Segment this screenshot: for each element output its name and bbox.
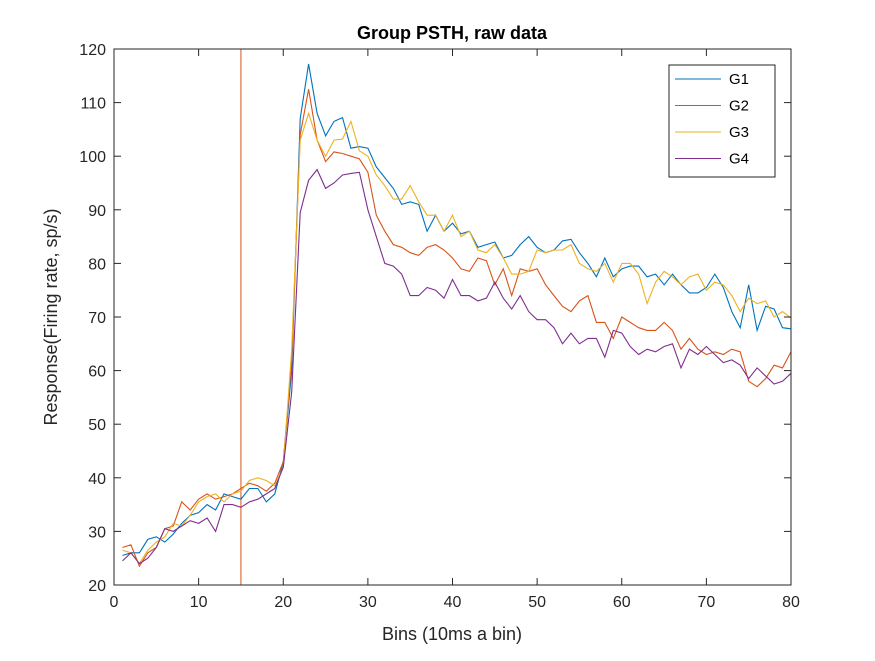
series-layer — [122, 63, 792, 568]
legend: G1 G2 G3 G4 — [668, 64, 776, 178]
x-tick-label: 70 — [697, 594, 715, 611]
legend-label-g1: G1 — [729, 71, 749, 88]
y-tick-label: 50 — [88, 417, 106, 434]
y-tick-label: 100 — [79, 149, 106, 166]
series-line-g3 — [122, 111, 792, 565]
series-line-g4 — [122, 168, 792, 565]
y-tick-label: 110 — [80, 96, 106, 113]
x-tick-label: 30 — [359, 594, 377, 611]
y-tick-label: 120 — [79, 42, 106, 59]
x-tick-label: 50 — [528, 594, 546, 611]
y-tick-label: 40 — [88, 471, 106, 488]
x-tick-label: 10 — [190, 594, 208, 611]
x-tick-label: 20 — [274, 594, 292, 611]
x-tick-label: 80 — [782, 594, 800, 611]
axes-layer: 0 10 20 30 40 50 60 70 80 20 30 40 50 60 70 80 90 100 110 1… — [79, 42, 800, 611]
x-tick-label: 60 — [613, 594, 631, 611]
legend-label-g4: G4 — [729, 151, 749, 168]
x-tick-label: 0 — [110, 594, 119, 611]
y-tick-label: 30 — [88, 524, 106, 541]
legend-label-g2: G2 — [729, 98, 749, 115]
legend-box — [668, 64, 776, 178]
y-tick-label: 80 — [88, 256, 106, 273]
x-axis-label: Bins (10ms a bin) — [382, 624, 522, 644]
y-tick-label: 20 — [88, 578, 106, 595]
chart-title: Group PSTH, raw data — [357, 23, 548, 43]
y-tick-label: 90 — [88, 203, 106, 220]
legend-label-g3: G3 — [729, 124, 749, 141]
y-axis-label: Response(Firing rate, sp/s) — [41, 208, 61, 425]
y-tick-label: 70 — [88, 310, 106, 327]
y-tick-label: 60 — [88, 364, 106, 381]
x-tick-label: 40 — [444, 594, 462, 611]
